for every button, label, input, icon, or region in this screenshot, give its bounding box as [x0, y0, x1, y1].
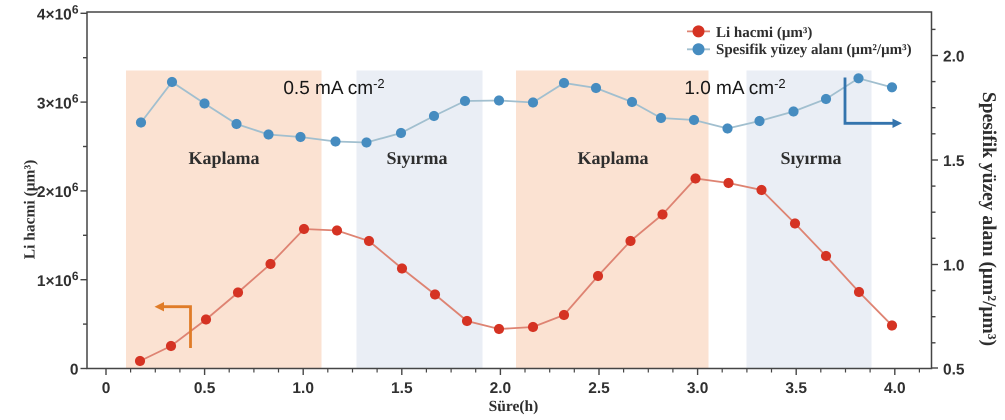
svg-text:1.5: 1.5 — [943, 153, 965, 170]
svg-text:0: 0 — [70, 362, 79, 379]
svg-text:1.5: 1.5 — [391, 380, 413, 397]
svg-text:0: 0 — [102, 380, 111, 397]
svg-text:Li hacmi (μm³): Li hacmi (μm³) — [22, 160, 39, 260]
svg-text:Süre(h): Süre(h) — [489, 398, 539, 415]
svg-text:2.0: 2.0 — [490, 380, 512, 397]
svg-text:3.5: 3.5 — [785, 380, 807, 397]
svg-text:1.0 mA cm-2: 1.0 mA cm-2 — [684, 76, 785, 99]
svg-text:3×106: 3×106 — [37, 91, 79, 112]
svg-text:2.0: 2.0 — [943, 49, 965, 66]
svg-text:1.0: 1.0 — [943, 258, 965, 275]
svg-text:2×106: 2×106 — [37, 180, 79, 201]
svg-text:4.0: 4.0 — [884, 380, 906, 397]
svg-text:Sıyırma: Sıyırma — [781, 148, 842, 168]
svg-text:0.5 mA cm-2: 0.5 mA cm-2 — [283, 76, 384, 99]
svg-text:4×106: 4×106 — [37, 3, 79, 24]
svg-text:0.5: 0.5 — [194, 380, 216, 397]
svg-text:1.0: 1.0 — [292, 380, 314, 397]
svg-text:Kaplama: Kaplama — [188, 148, 259, 168]
svg-text:Spesifik yüzey alanı (μm²/μm³): Spesifik yüzey alanı (μm²/μm³) — [978, 92, 999, 346]
svg-text:0.5: 0.5 — [943, 362, 965, 379]
svg-text:2.5: 2.5 — [588, 380, 610, 397]
svg-text:Li hacmi (μm³): Li hacmi (μm³) — [716, 25, 812, 41]
svg-text:3.0: 3.0 — [687, 380, 709, 397]
svg-text:Sıyırma: Sıyırma — [387, 148, 448, 168]
svg-text:Kaplama: Kaplama — [577, 148, 648, 168]
svg-text:1×106: 1×106 — [37, 269, 79, 290]
svg-text:Spesifik yüzey alanı (μm²/μm³): Spesifik yüzey alanı (μm²/μm³) — [716, 42, 912, 58]
